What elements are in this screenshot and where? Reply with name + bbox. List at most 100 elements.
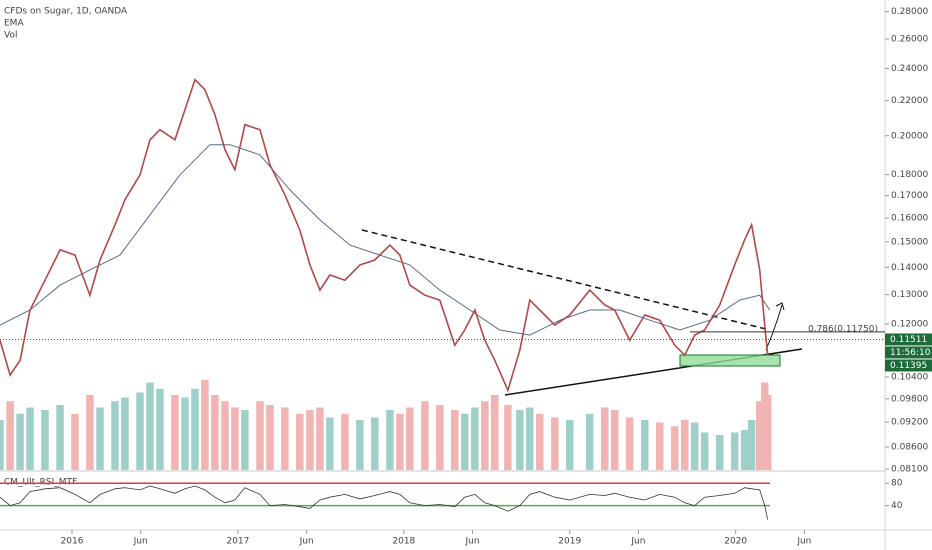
volume-bar bbox=[690, 422, 699, 470]
bid-price-badge bbox=[885, 359, 932, 372]
volume-bar bbox=[755, 401, 764, 470]
y-tick-label: 0.26000 bbox=[891, 34, 928, 44]
volume-bar bbox=[641, 420, 649, 470]
volume-bar bbox=[526, 407, 534, 470]
volume-bar bbox=[201, 380, 209, 470]
y-tick-label: 0.15000 bbox=[891, 237, 928, 247]
volume-bar bbox=[231, 407, 239, 470]
countdown-badge bbox=[885, 346, 932, 359]
x-tick-label: 2019 bbox=[558, 537, 581, 547]
volume-bar bbox=[460, 413, 469, 470]
y-tick-label: 0.09200 bbox=[891, 418, 928, 428]
x-tick-label: 2018 bbox=[392, 537, 415, 547]
volume-bar bbox=[680, 420, 689, 470]
y-tick-label: 0.17000 bbox=[891, 191, 928, 201]
volume-bar bbox=[535, 413, 544, 470]
volume-bar bbox=[406, 407, 414, 470]
volume-bar bbox=[371, 417, 379, 470]
volume-bar bbox=[221, 401, 229, 470]
volume-bar bbox=[386, 410, 394, 470]
y-tick-label: 0.28000 bbox=[891, 7, 928, 17]
volume-bar bbox=[655, 422, 664, 470]
volume-bar bbox=[341, 413, 349, 470]
volume-bar bbox=[156, 388, 164, 470]
y-tick-label: 0.09800 bbox=[891, 394, 928, 404]
volume-bar bbox=[266, 405, 274, 470]
support-zone bbox=[679, 354, 781, 367]
arrow-head bbox=[775, 302, 785, 311]
y-tick-label: 0.20000 bbox=[891, 131, 928, 141]
volume-bar bbox=[6, 401, 14, 470]
volume-bar bbox=[601, 407, 609, 470]
volume-bar bbox=[281, 407, 289, 470]
bid-price-label: 0.11395 bbox=[890, 361, 927, 371]
volume-bar bbox=[481, 401, 489, 470]
volume-bar bbox=[326, 417, 334, 470]
volume-bar bbox=[181, 397, 189, 470]
volume-bar bbox=[71, 413, 79, 470]
price-line bbox=[0, 78, 769, 393]
volume-bar bbox=[610, 410, 619, 470]
volume-bar bbox=[26, 407, 34, 470]
y-tick-label: 0.12000 bbox=[891, 320, 928, 330]
y2-tick-label: 40 bbox=[891, 501, 903, 511]
volume-bar bbox=[121, 397, 129, 470]
y-tick-label: 0.08100 bbox=[891, 465, 928, 475]
volume-bar bbox=[171, 395, 179, 470]
x-tick-label: Jun bbox=[299, 537, 314, 547]
volume-bar bbox=[625, 417, 634, 470]
last-price-badge bbox=[885, 333, 932, 346]
volume-bar bbox=[471, 407, 479, 470]
volume-bar bbox=[306, 410, 314, 470]
ema-line bbox=[0, 144, 771, 336]
last-price-label: 0.11511 bbox=[890, 335, 927, 345]
volume-bar bbox=[491, 395, 499, 470]
chart-title: CFDs on Sugar, 1D, OANDA bbox=[4, 7, 128, 17]
volume-bar bbox=[763, 395, 772, 470]
x-tick-label: 2020 bbox=[724, 537, 747, 547]
y-tick-label: 0.10400 bbox=[891, 372, 928, 382]
volume-bar bbox=[504, 405, 512, 470]
y-tick-label: 0.14000 bbox=[891, 263, 928, 273]
y-tick-label: 0.24000 bbox=[891, 64, 928, 74]
volume-bar bbox=[730, 432, 739, 470]
x-tick-label: 2017 bbox=[226, 537, 249, 547]
x-tick-label: Jun bbox=[630, 537, 645, 547]
volume-bar bbox=[436, 405, 444, 470]
volume-bar bbox=[716, 435, 724, 470]
volume-bar bbox=[111, 401, 119, 470]
x-tick-label: Jun bbox=[133, 537, 148, 547]
volume-bar bbox=[211, 395, 219, 470]
y-tick-label: 0.16000 bbox=[891, 214, 928, 224]
volume-bar bbox=[356, 420, 364, 470]
x-tick-label: Jun bbox=[464, 537, 479, 547]
volume-bar bbox=[41, 410, 49, 470]
y-tick-label: 0.18000 bbox=[891, 170, 928, 180]
volume-bar bbox=[56, 405, 64, 470]
volume-bar bbox=[566, 420, 574, 470]
volume-bar bbox=[516, 410, 524, 470]
trend-line-dashed bbox=[361, 229, 771, 331]
volume-bar bbox=[256, 401, 264, 470]
volume-bar bbox=[747, 420, 756, 470]
rsi-line bbox=[0, 485, 769, 520]
projection-arrow bbox=[765, 304, 783, 351]
indicator-label: Vol bbox=[4, 31, 17, 41]
volume-bar bbox=[86, 395, 94, 470]
volume-bar bbox=[136, 392, 144, 470]
y-tick-label: 0.22000 bbox=[891, 96, 928, 106]
volume-bar bbox=[700, 432, 709, 470]
indicator-label: EMA bbox=[4, 19, 24, 29]
y-tick-label: 0.13000 bbox=[891, 290, 928, 300]
y-tick-label: 0.08600 bbox=[891, 442, 928, 452]
volume-bar bbox=[241, 410, 249, 470]
volume-bar bbox=[585, 413, 594, 470]
volume-bar bbox=[421, 401, 429, 470]
volume-bar bbox=[451, 410, 459, 470]
volume-bar bbox=[396, 413, 404, 470]
volume-bar bbox=[96, 407, 104, 470]
volume-bar bbox=[0, 420, 4, 470]
countdown-label: 11:56:10 bbox=[890, 348, 931, 358]
volume-bar bbox=[740, 430, 749, 470]
